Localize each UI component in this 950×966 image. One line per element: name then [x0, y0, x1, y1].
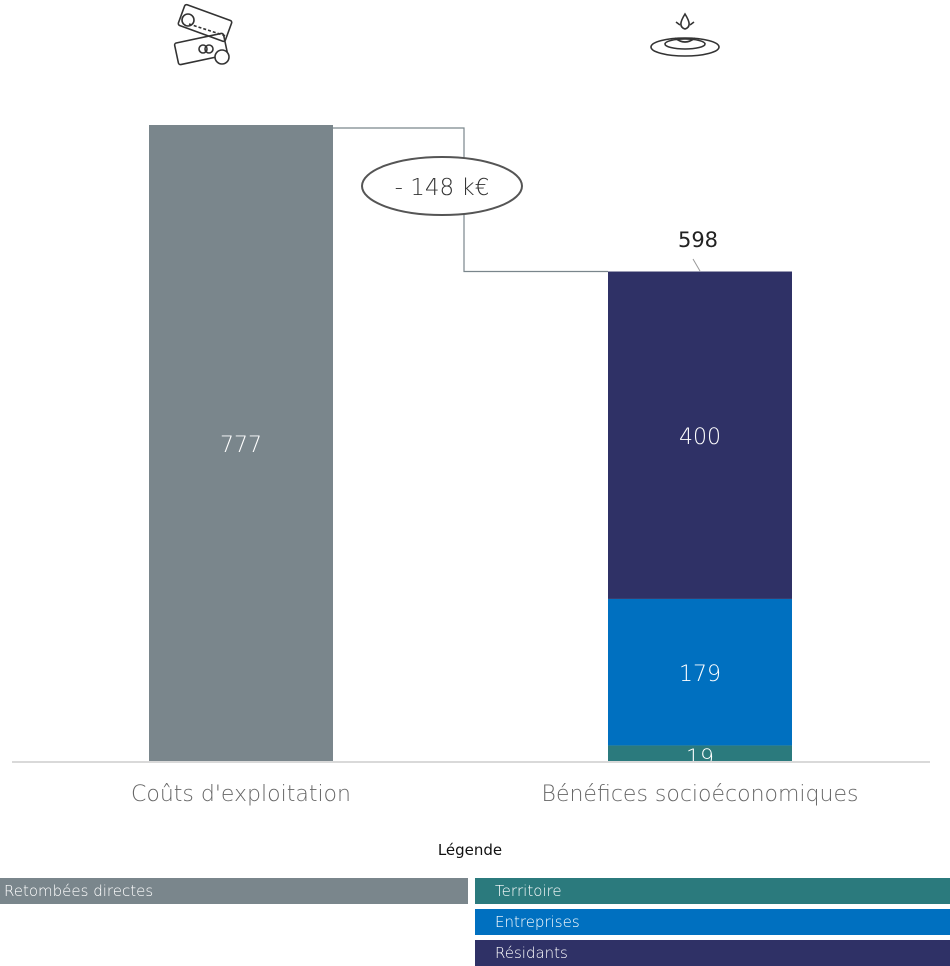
x-axis-labels: Coûts d'exploitation Bénéfices socioécono… [131, 782, 858, 807]
bars: 777 19 179 400 [149, 125, 792, 771]
legend-item-residants: Résidants [475, 940, 950, 966]
legend-item-territoire: Territoire [475, 878, 950, 904]
bar-value-label-2-2: 19 [686, 746, 714, 771]
bar-value-label-2-4: 400 [679, 425, 721, 450]
waterfall-chart: 777 19 179 400 - 148 k€ 598 Coûts d'exploit… [12, 3, 930, 807]
legend-item-retombees-directes: Retombées directes [0, 878, 468, 904]
bar-segment-2-2 [608, 745, 792, 761]
bar-segment-2-4 [608, 271, 792, 599]
money-cards-icon [173, 3, 233, 66]
difference-label: - 148 k€ [395, 175, 490, 201]
bar-value-label-1-1: 777 [220, 433, 262, 458]
total-label: 598 [678, 228, 718, 252]
legend-item-entreprises: Entreprises [475, 909, 950, 935]
category-label-2: Bénéfices socioéconomiques [542, 782, 859, 807]
bar-value-label-2-3: 179 [679, 662, 721, 687]
bar-segment-2-3 [608, 598, 792, 746]
bar-segment-1-1 [149, 125, 333, 761]
total-leader-line [692, 258, 701, 272]
difference-bubble [361, 156, 523, 216]
category-label-1: Coûts d'exploitation [131, 782, 351, 807]
legend-title: Légende [437, 841, 503, 859]
water-drop-ripple-icon [650, 12, 720, 57]
